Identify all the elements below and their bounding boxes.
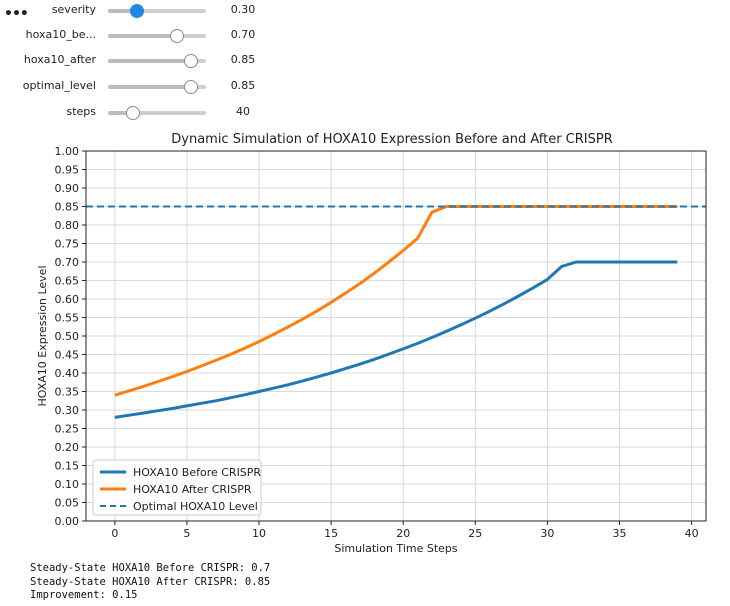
slider-track[interactable] <box>108 106 206 120</box>
slider-label: hoxa10_be... <box>25 28 96 41</box>
y-tick-label: 0.40 <box>55 367 80 380</box>
slider-row-hoxa10-before: hoxa10_be... 0.70 <box>0 26 300 46</box>
y-tick-label: 0.30 <box>55 404 80 417</box>
x-tick-label: 5 <box>183 527 190 540</box>
y-tick-label: 0.65 <box>55 275 80 288</box>
y-tick-label: 0.55 <box>55 312 80 325</box>
slider-fill <box>108 34 177 38</box>
slider-label: severity <box>51 3 96 16</box>
output-line-improvement: Improvement: 0.15 <box>30 589 138 601</box>
chart-title: Dynamic Simulation of HOXA10 Expression … <box>171 132 613 147</box>
y-tick-label: 0.75 <box>55 238 80 251</box>
y-tick-label: 0.20 <box>55 441 80 454</box>
slider-track[interactable] <box>108 29 206 43</box>
x-tick-label: 15 <box>324 527 338 540</box>
slider-thumb[interactable] <box>130 4 145 18</box>
slider-fill <box>108 111 133 115</box>
slider-thumb[interactable] <box>125 106 140 120</box>
output-text: Steady-State HOXA10 Before CRISPR: 0.7 St… <box>30 562 270 603</box>
y-axis-label: HOXA10 Expression Level <box>36 265 49 406</box>
slider-fill <box>108 85 192 89</box>
y-tick-label: 0.60 <box>55 293 80 306</box>
y-tick-label: 0.45 <box>55 349 80 362</box>
slider-value: 0.70 <box>230 28 256 41</box>
x-tick-label: 40 <box>685 527 699 540</box>
y-tick-label: 0.70 <box>55 256 80 269</box>
slider-track[interactable] <box>108 54 206 68</box>
slider-thumb[interactable] <box>184 54 199 68</box>
y-tick-label: 0.10 <box>55 478 80 491</box>
legend-label: HOXA10 Before CRISPR <box>133 466 261 479</box>
output-line-after: Steady-State HOXA10 After CRISPR: 0.85 <box>30 575 271 588</box>
slider-value: 0.85 <box>230 79 256 92</box>
output-line-before: Steady-State HOXA10 Before CRISPR: 0.7 <box>30 562 271 574</box>
slider-fill <box>108 59 192 63</box>
x-tick-label: 35 <box>612 527 626 540</box>
slider-row-severity: severity 0.30 <box>0 1 300 21</box>
legend-box <box>92 459 262 516</box>
slider-value: 0.85 <box>230 53 256 66</box>
slider-thumb[interactable] <box>184 80 199 94</box>
y-tick-label: 0.15 <box>55 460 80 473</box>
x-axis-label: Simulation Time Steps <box>334 542 458 555</box>
x-tick-label: 30 <box>540 527 554 540</box>
slider-track[interactable] <box>108 80 206 94</box>
series-line-before <box>114 260 678 419</box>
line-chart: 0 5 10 15 20 25 30 35 40 0.00 0.05 0.10 0.15 0.20 0.25… <box>36 132 707 555</box>
slider-value: 0.30 <box>230 3 256 16</box>
legend-label: HOXA10 After CRISPR <box>133 483 252 496</box>
y-tick-label: 0.50 <box>55 330 80 343</box>
x-tick-label: 25 <box>468 527 482 540</box>
y-tick-label: 0.05 <box>55 497 80 510</box>
slider-label: steps <box>66 105 96 118</box>
x-tick-label: 10 <box>252 527 266 540</box>
legend-label: Optimal HOXA10 Level <box>133 500 258 513</box>
slider-label: optimal_level <box>22 79 96 92</box>
slider-row-hoxa10-after: hoxa10_after 0.85 <box>0 51 300 71</box>
slider-row-steps: steps 40 <box>0 103 300 123</box>
output-ellipsis-icon[interactable]: ••• <box>4 6 29 22</box>
y-tick-label: 0.90 <box>55 182 80 195</box>
slider-label: hoxa10_after <box>23 53 96 66</box>
slider-track[interactable] <box>108 4 206 18</box>
y-tick-label: 0.25 <box>55 423 80 436</box>
slider-thumb[interactable] <box>169 29 184 43</box>
slider-value: 40 <box>236 105 250 118</box>
slider-fill <box>108 9 138 13</box>
x-tick-label: 20 <box>396 527 410 540</box>
x-tick-label: 0 <box>111 527 118 540</box>
slider-row-optimal-level: optimal_level 0.85 <box>0 77 300 97</box>
y-tick-label: 0.00 <box>55 515 80 528</box>
y-tick-label: 1.00 <box>55 145 80 158</box>
y-tick-label: 0.95 <box>55 164 80 177</box>
y-tick-label: 0.35 <box>55 386 80 399</box>
y-tick-label: 0.80 <box>55 219 80 232</box>
y-tick-label: 0.85 <box>55 201 80 214</box>
